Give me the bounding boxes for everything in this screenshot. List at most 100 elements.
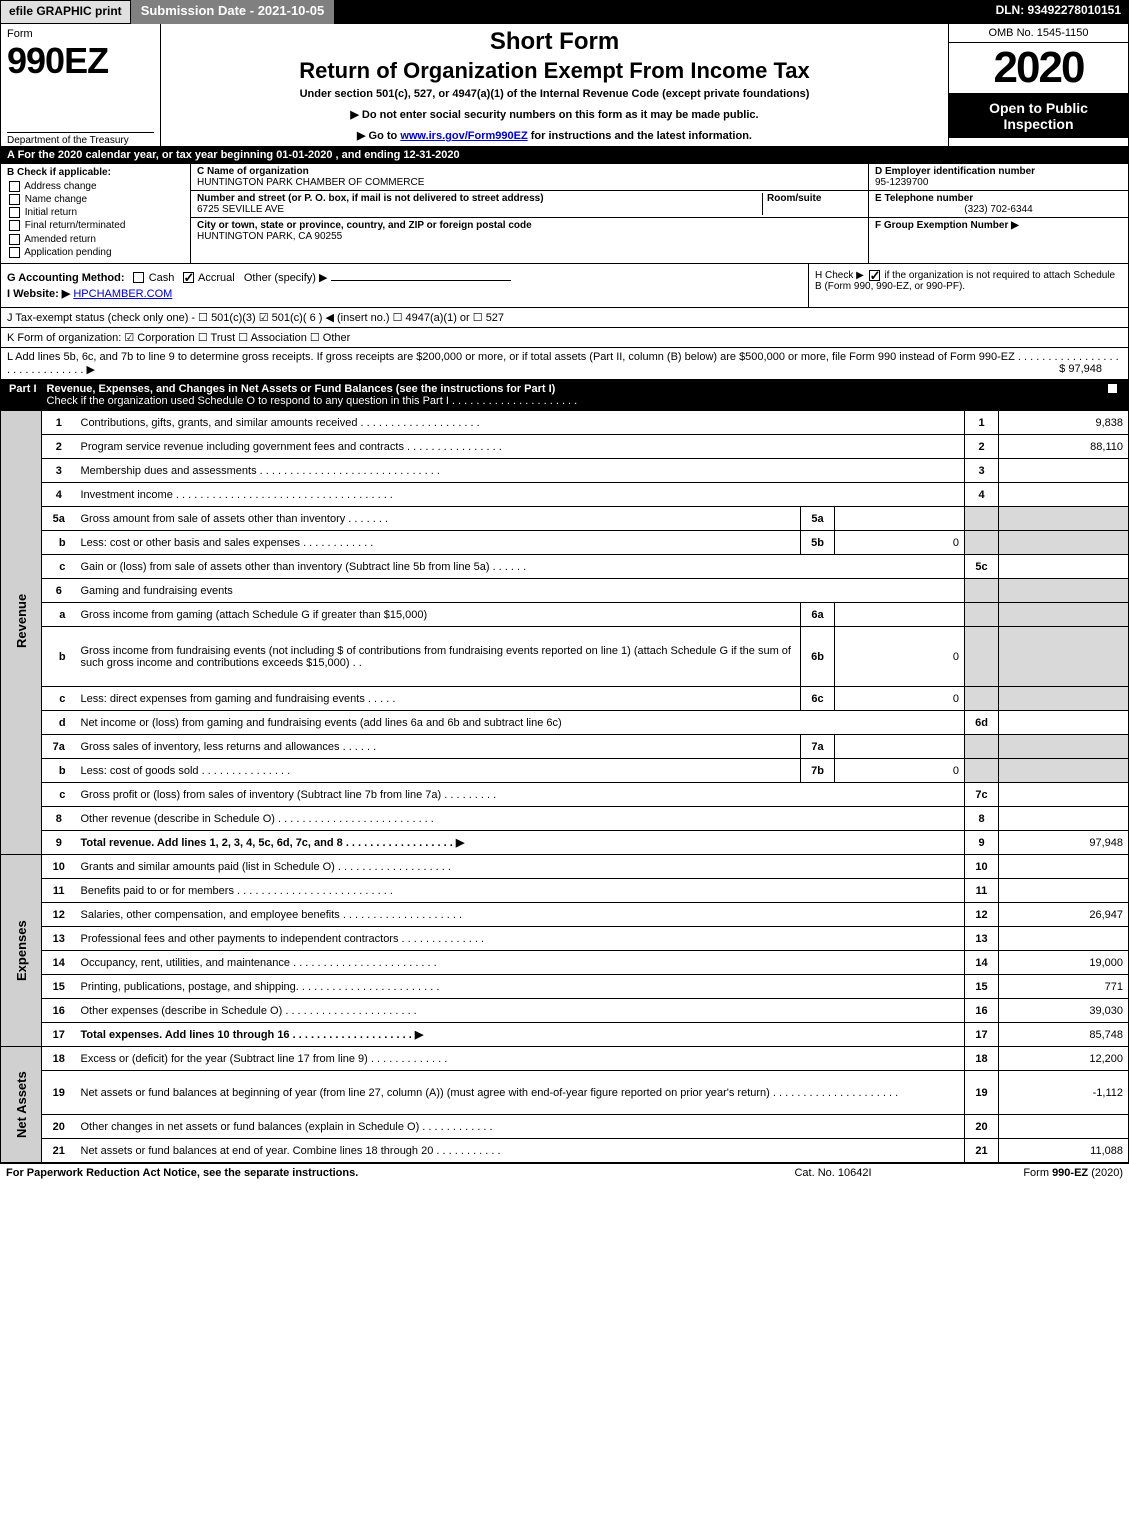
part1-end-checkbox[interactable] <box>1100 383 1124 407</box>
header-middle: Short Form Return of Organization Exempt… <box>161 24 948 146</box>
city-row: City or town, state or province, country… <box>191 218 868 244</box>
line-rno: 9 <box>965 831 999 855</box>
submission-date: Submission Date - 2021-10-05 <box>131 0 335 24</box>
line-rno: 13 <box>965 927 999 951</box>
line-number: 5a <box>42 507 76 531</box>
line-rno: 6d <box>965 711 999 735</box>
footer-right-post: (2020) <box>1088 1167 1123 1179</box>
line-rno: 1 <box>965 411 999 435</box>
line-rno: 21 <box>965 1139 999 1163</box>
goto-note: ▶ Go to www.irs.gov/Form990EZ for instru… <box>169 129 940 142</box>
line-desc: Program service revenue including govern… <box>76 435 965 459</box>
irs-link[interactable]: www.irs.gov/Form990EZ <box>400 130 527 142</box>
street-label: Number and street (or P. O. box, if mail… <box>197 193 762 204</box>
website-link[interactable]: HPCHAMBER.COM <box>73 288 172 300</box>
line-number: a <box>42 603 76 627</box>
line-desc: Less: cost or other basis and sales expe… <box>76 531 801 555</box>
checkbox-icon[interactable] <box>133 272 144 283</box>
netassets-sidelabel: Net Assets <box>1 1047 42 1163</box>
checkbox-icon <box>9 220 20 231</box>
line-number: 11 <box>42 879 76 903</box>
line-rno: 3 <box>965 459 999 483</box>
cb-name-change[interactable]: Name change <box>7 194 184 205</box>
table-row: b Less: cost or other basis and sales ex… <box>1 531 1129 555</box>
g-cash: Cash <box>149 272 175 284</box>
line-rno-shade <box>965 759 999 783</box>
g-other: Other (specify) ▶ <box>244 272 328 284</box>
line-desc-bold: Total revenue. Add lines 1, 2, 3, 4, 5c,… <box>81 837 465 849</box>
line-number: c <box>42 783 76 807</box>
dept-treasury: Department of the Treasury <box>7 132 154 146</box>
line-rval-shade <box>999 627 1129 687</box>
line-desc: Membership dues and assessments . . . . … <box>76 459 965 483</box>
line-rval: -1,112 <box>999 1071 1129 1115</box>
line-rval <box>999 555 1129 579</box>
line-rval-shade <box>999 759 1129 783</box>
cb-label: Final return/terminated <box>25 221 126 232</box>
line-desc: Other revenue (describe in Schedule O) .… <box>76 807 965 831</box>
section-c: C Name of organization HUNTINGTON PARK C… <box>191 164 868 263</box>
cb-label: Name change <box>25 194 87 205</box>
table-row: c Gross profit or (loss) from sales of i… <box>1 783 1129 807</box>
row-i: I Website: ▶ HPCHAMBER.COM <box>7 287 802 300</box>
line-number: c <box>42 555 76 579</box>
line-desc: Benefits paid to or for members . . . . … <box>76 879 965 903</box>
line-rval: 97,948 <box>999 831 1129 855</box>
cb-initial-return[interactable]: Initial return <box>7 207 184 218</box>
checkbox-icon <box>9 207 20 218</box>
cb-application-pending[interactable]: Application pending <box>7 247 184 258</box>
table-row: d Net income or (loss) from gaming and f… <box>1 711 1129 735</box>
line-desc: Gross amount from sale of assets other t… <box>76 507 801 531</box>
line-rno: 15 <box>965 975 999 999</box>
revenue-sidelabel: Revenue <box>1 411 42 831</box>
line-rno: 18 <box>965 1047 999 1071</box>
org-name-row: C Name of organization HUNTINGTON PARK C… <box>191 164 868 191</box>
phone-row: E Telephone number (323) 702-6344 <box>869 191 1128 218</box>
line-desc: Gross income from gaming (attach Schedul… <box>76 603 801 627</box>
line-rno: 11 <box>965 879 999 903</box>
table-row: 5a Gross amount from sale of assets othe… <box>1 507 1129 531</box>
cb-address-change[interactable]: Address change <box>7 181 184 192</box>
table-row: 17 Total expenses. Add lines 10 through … <box>1 1023 1129 1047</box>
line-desc: Other expenses (describe in Schedule O) … <box>76 999 965 1023</box>
line-number: 18 <box>42 1047 76 1071</box>
goto-post: for instructions and the latest informat… <box>528 130 752 142</box>
line-rval-shade <box>999 735 1129 759</box>
line-rval <box>999 711 1129 735</box>
checkbox-checked-icon[interactable] <box>869 270 880 281</box>
goto-pre: ▶ Go to <box>357 130 400 142</box>
line-number: b <box>42 531 76 555</box>
line-rno: 17 <box>965 1023 999 1047</box>
cb-label: Application pending <box>24 247 111 258</box>
line-midno: 5b <box>801 531 835 555</box>
line-midval <box>835 735 965 759</box>
efile-print-button[interactable]: efile GRAPHIC print <box>0 0 131 24</box>
table-row: 13 Professional fees and other payments … <box>1 927 1129 951</box>
form-word: Form <box>7 28 154 40</box>
line-number: 13 <box>42 927 76 951</box>
table-row: 4 Investment income . . . . . . . . . . … <box>1 483 1129 507</box>
table-row: c Less: direct expenses from gaming and … <box>1 687 1129 711</box>
line-number: 12 <box>42 903 76 927</box>
top-bar: efile GRAPHIC print Submission Date - 20… <box>0 0 1129 24</box>
blank-sidelabel <box>1 831 42 855</box>
cb-final-return[interactable]: Final return/terminated <box>7 220 184 231</box>
table-row: 8 Other revenue (describe in Schedule O)… <box>1 807 1129 831</box>
line-number: b <box>42 627 76 687</box>
table-row: 20 Other changes in net assets or fund b… <box>1 1115 1129 1139</box>
line-number: 7a <box>42 735 76 759</box>
line-rno: 19 <box>965 1071 999 1115</box>
part1-title: Revenue, Expenses, and Changes in Net As… <box>47 383 1100 407</box>
cb-amended-return[interactable]: Amended return <box>7 234 184 245</box>
checkbox-checked-icon[interactable] <box>183 272 194 283</box>
rows-ghi: G Accounting Method: Cash Accrual Other … <box>0 264 1129 308</box>
table-row: 7a Gross sales of inventory, less return… <box>1 735 1129 759</box>
header-right: OMB No. 1545-1150 2020 Open to Public In… <box>948 24 1128 146</box>
header-left: Form 990EZ Department of the Treasury <box>1 24 161 146</box>
line-desc: Net income or (loss) from gaming and fun… <box>76 711 965 735</box>
line-desc: Printing, publications, postage, and shi… <box>76 975 965 999</box>
line-number: c <box>42 687 76 711</box>
line-rval <box>999 807 1129 831</box>
cb-label: Amended return <box>24 234 96 245</box>
line-desc: Salaries, other compensation, and employ… <box>76 903 965 927</box>
